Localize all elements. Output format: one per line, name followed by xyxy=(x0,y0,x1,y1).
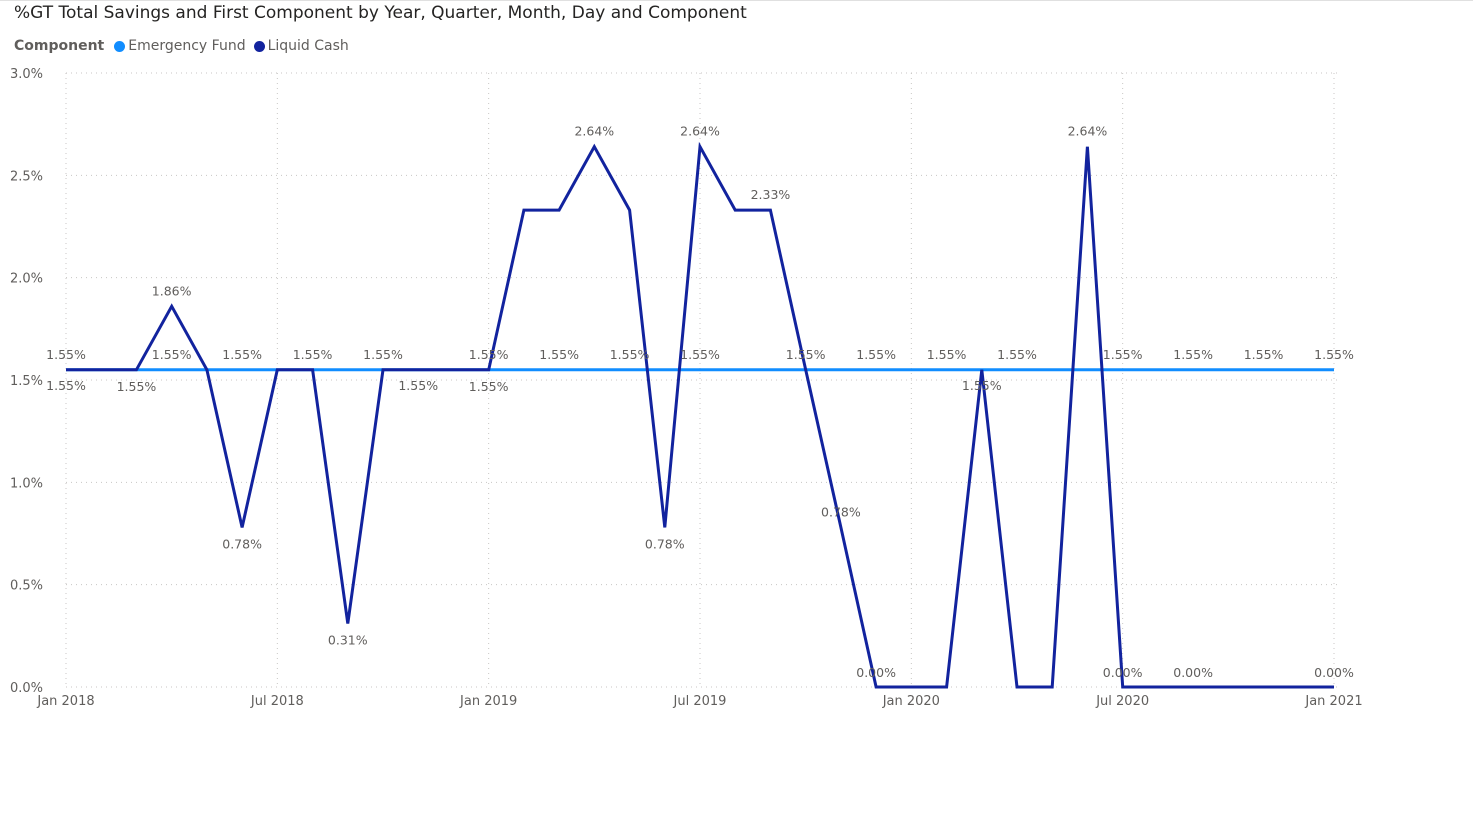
data-label: 1.86% xyxy=(152,283,192,298)
y-tick-label: 1.5% xyxy=(10,374,43,389)
top-border xyxy=(0,0,1473,1)
data-label: 2.64% xyxy=(1068,124,1108,139)
x-tick-label: Jul 2019 xyxy=(673,694,727,709)
legend-label: Liquid Cash xyxy=(267,38,349,54)
data-label: 1.55% xyxy=(469,347,509,362)
legend-item-liquid-cash[interactable]: Liquid Cash xyxy=(253,38,349,54)
data-label: 1.55% xyxy=(1103,347,1143,362)
legend-marker-icon xyxy=(253,40,265,52)
data-label: 1.55% xyxy=(1173,347,1213,362)
data-label: 1.55% xyxy=(856,347,896,362)
y-tick-label: 0.0% xyxy=(10,681,43,696)
data-label: 0.00% xyxy=(1314,665,1354,680)
data-label: 1.55% xyxy=(1314,347,1354,362)
data-label: 0.00% xyxy=(856,665,896,680)
data-label: 1.55% xyxy=(293,347,333,362)
data-label: 1.55% xyxy=(398,378,438,393)
y-tick-label: 0.5% xyxy=(10,579,43,594)
y-tick-label: 3.0% xyxy=(10,67,43,82)
data-label: 1.55% xyxy=(786,347,826,362)
data-label: 1.55% xyxy=(222,347,262,362)
data-label: 1.55% xyxy=(539,347,579,362)
x-tick-label: Jan 2018 xyxy=(36,694,94,709)
data-label: 2.64% xyxy=(574,124,614,139)
data-label: 1.55% xyxy=(927,347,967,362)
legend-item-emergency-fund[interactable]: Emergency Fund xyxy=(114,38,246,54)
y-tick-label: 1.0% xyxy=(10,476,43,491)
data-label: 1.55% xyxy=(46,347,86,362)
data-label: 0.78% xyxy=(821,504,861,519)
legend-label: Emergency Fund xyxy=(128,38,246,54)
x-tick-label: Jan 2020 xyxy=(882,694,940,709)
data-label: 0.31% xyxy=(328,633,368,648)
data-label: 1.55% xyxy=(610,347,650,362)
x-tick-label: Jul 2020 xyxy=(1095,694,1149,709)
data-label: 0.00% xyxy=(1173,665,1213,680)
data-label: 1.55% xyxy=(469,379,509,394)
legend-marker-icon xyxy=(114,40,126,52)
y-tick-label: 2.5% xyxy=(10,169,43,184)
data-label: 1.55% xyxy=(680,347,720,362)
legend-title: Component xyxy=(14,38,105,54)
data-label: 1.55% xyxy=(997,347,1037,362)
data-label: 1.55% xyxy=(152,347,192,362)
x-tick-label: Jul 2018 xyxy=(250,694,304,709)
data-label: 2.64% xyxy=(680,124,720,139)
data-label: 1.55% xyxy=(1244,347,1284,362)
data-label: 1.55% xyxy=(363,347,403,362)
x-tick-label: Jan 2021 xyxy=(1304,694,1362,709)
series-line-liquid-cash xyxy=(66,141,1334,689)
data-label: 0.78% xyxy=(222,536,262,551)
legend: Component Emergency Fund Liquid Cash xyxy=(14,38,357,54)
chart-title: %GT Total Savings and First Component by… xyxy=(14,3,747,23)
x-tick-label: Jan 2019 xyxy=(459,694,517,709)
data-label: 2.33% xyxy=(751,187,791,202)
data-label: 1.55% xyxy=(46,378,86,393)
y-tick-label: 2.0% xyxy=(10,272,43,287)
data-label: 0.00% xyxy=(1103,665,1143,680)
data-label: 1.55% xyxy=(962,378,1002,393)
data-label: 0.78% xyxy=(645,536,685,551)
data-label: 1.55% xyxy=(117,379,157,394)
